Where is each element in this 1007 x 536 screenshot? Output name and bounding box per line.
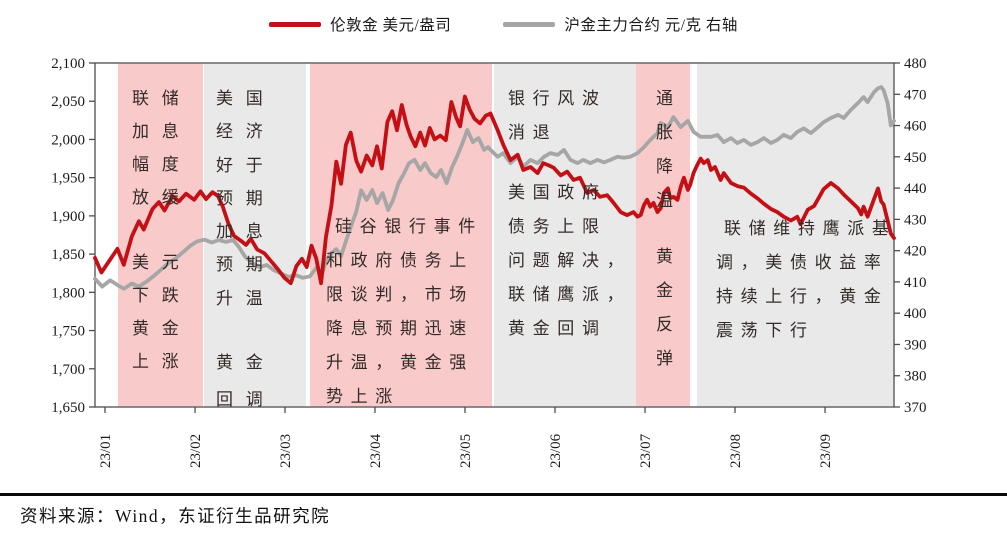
chart-legend: 伦敦金 美元/盎司 沪金主力合约 元/克 右轴 <box>0 12 1007 36</box>
event-band-gray <box>494 63 636 407</box>
legend-label: 沪金主力合约 元/克 右轴 <box>564 17 738 34</box>
x-axis-label: 23/09 <box>818 434 834 468</box>
source-note: 资料来源：Wind，东证衍生品研究院 <box>20 506 331 526</box>
left-axis-label: 2,050 <box>51 94 85 110</box>
event-band-gray <box>697 63 894 407</box>
right-axis-label: 450 <box>904 150 927 166</box>
left-axis-label: 1,950 <box>51 171 85 187</box>
shfe-gold-line-swatch <box>503 21 556 27</box>
right-axis-label: 380 <box>904 369 927 385</box>
right-axis-label: 470 <box>904 87 927 103</box>
left-axis-label: 1,700 <box>51 362 85 378</box>
footer-divider <box>0 493 1007 496</box>
x-axis-label: 23/01 <box>98 434 114 468</box>
legend-label: 伦敦金 美元/盎司 <box>330 17 452 34</box>
x-axis-label: 23/04 <box>368 433 384 468</box>
event-annotation: 硅谷银行事件 和政府债务上 限谈判，市场 降息预期迅速 升温，黄金强 势上涨 <box>326 217 483 406</box>
right-axis-label: 390 <box>904 337 927 353</box>
shfe-gold-line <box>93 85 896 291</box>
event-annotation: 黄金 回调 <box>216 353 276 409</box>
right-axis-label: 430 <box>904 212 927 228</box>
event-annotation: 黄金反弹 <box>656 247 673 368</box>
left-axis-label: 1,650 <box>51 400 85 416</box>
event-annotation: 美国政府 债务上限 问题解决， 联储鹰派， 黄金回调 <box>508 183 632 338</box>
left-axis-label: 2,100 <box>51 56 85 72</box>
event-annotation: 通胀降温 <box>656 89 673 210</box>
left-axis-label: 1,850 <box>51 247 85 263</box>
event-annotation: 银行风波 消退 <box>508 89 607 142</box>
london-gold-line-swatch <box>269 21 322 27</box>
event-annotation: 美国 经济 好于 预期 加息 预期 升温 <box>216 89 276 308</box>
chart-area: 2,100 2,050 2,000 1,950 1,900 1,850 1,800 1,750… <box>51 56 927 468</box>
x-axis-label: 23/03 <box>278 434 294 468</box>
legend-item-shfe-gold: 沪金主力合约 元/克 右轴 <box>503 13 738 35</box>
x-axis-label: 23/05 <box>458 434 474 468</box>
right-axis-label: 460 <box>904 119 927 135</box>
x-axis-label: 23/07 <box>638 433 654 468</box>
event-annotation: 联储 加息 幅度 放缓 <box>132 89 192 207</box>
x-axis-label: 23/08 <box>728 434 744 468</box>
right-axis-label: 480 <box>904 56 927 72</box>
right-axis-label: 370 <box>904 400 927 416</box>
x-axis-label: 23/06 <box>548 433 564 468</box>
left-axis-label: 2,000 <box>51 132 85 148</box>
dual-axis-line-chart: 2,100 2,050 2,000 1,950 1,900 1,850 1,800 1,750… <box>51 56 927 468</box>
left-axis-label: 1,900 <box>51 209 85 225</box>
event-band-gray <box>204 63 306 407</box>
legend-item-london-gold: 伦敦金 美元/盎司 <box>269 13 451 35</box>
event-annotation: 联储维持鹰派基 调，美债收益率 持续上行，黄金 震荡下行 <box>716 219 897 340</box>
right-axis-label: 410 <box>904 275 927 291</box>
event-band-pink <box>636 63 690 407</box>
right-axis-label: 440 <box>904 181 927 197</box>
event-annotation: 美元 下跌 黄金 上涨 <box>132 253 192 371</box>
left-axis-label: 1,750 <box>51 324 85 340</box>
right-axis-label: 420 <box>904 244 927 260</box>
right-axis-label: 400 <box>904 306 927 322</box>
left-axis-label: 1,800 <box>51 285 85 301</box>
london-gold-line <box>93 94 896 286</box>
x-axis-label: 23/02 <box>188 434 204 468</box>
